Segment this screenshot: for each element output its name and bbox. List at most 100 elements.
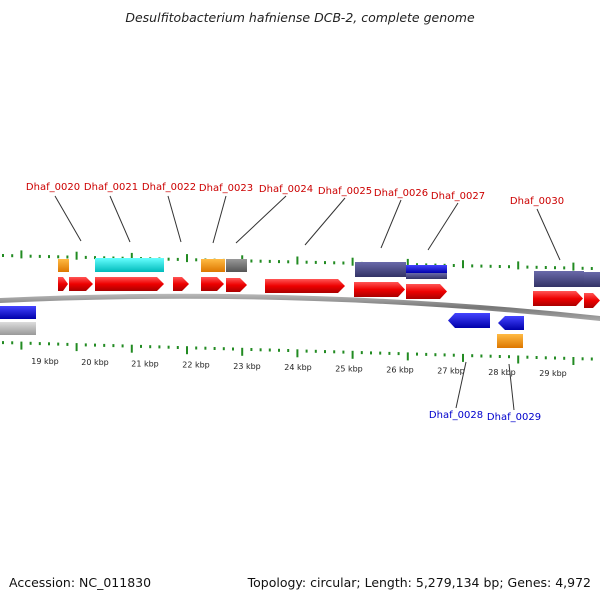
leader-line [212, 195, 227, 244]
scale-tick [84, 343, 87, 347]
cds-arrow-reverse [498, 316, 524, 330]
scale-tick [489, 354, 492, 358]
scale-tick [2, 254, 4, 257]
scale-tick [351, 350, 354, 359]
scale-tick [287, 260, 290, 264]
scale-tick [406, 258, 409, 267]
leader-line [380, 199, 402, 249]
scale-tick [140, 344, 142, 348]
scale-tick [250, 348, 253, 351]
cds-arrow [201, 277, 224, 291]
leader-line [427, 202, 459, 251]
scale-label: 27 kbp [437, 367, 465, 376]
scale-tick [416, 352, 418, 356]
gene-label: Dhaf_0020 [26, 182, 80, 193]
scale-tick [434, 353, 437, 357]
feature-block [95, 258, 164, 272]
leader-line [508, 363, 515, 411]
scale-tick [250, 259, 253, 263]
scale-tick [287, 349, 290, 352]
gene-label: Dhaf_0026 [374, 188, 428, 199]
scale-tick [268, 259, 271, 263]
map-title: Desulfitobacterium hafniense DCB-2, comp… [125, 10, 475, 25]
gene-features [0, 258, 600, 348]
scale-tick [480, 354, 483, 358]
cds-arrow-reverse [448, 313, 490, 328]
scale-tick [526, 265, 529, 269]
scale-tick [351, 257, 354, 266]
label-leader-lines [54, 195, 561, 411]
scale-tick [38, 342, 41, 346]
scale-label: 20 kbp [81, 358, 109, 367]
genome-summary-text: Topology: circular; Length: 5,279,134 bp… [247, 575, 591, 590]
scale-tick [305, 260, 308, 264]
feature-block [584, 272, 600, 287]
scale-tick [517, 355, 520, 364]
scale-tick [425, 352, 428, 356]
scale-tick [508, 265, 510, 269]
leader-line [304, 197, 346, 246]
cds-arrow [533, 291, 583, 306]
scale-tick [167, 257, 170, 261]
scale-tick [544, 266, 547, 269]
scale-tick [324, 350, 326, 354]
feature-block [58, 259, 69, 272]
feature-block [406, 273, 447, 279]
scale-tick [176, 346, 179, 349]
scale-tick [158, 345, 161, 349]
scale-tick [590, 357, 593, 361]
scale-tick [508, 355, 510, 359]
scale-label: 29 kbp [539, 369, 567, 378]
scale-label: 28 kbp [488, 368, 516, 377]
scale-tick [563, 266, 566, 270]
scale-tick [195, 258, 198, 262]
scale-tick [526, 355, 529, 359]
scale-tick [342, 261, 345, 265]
scale-tick [112, 344, 115, 348]
scale-tick [268, 348, 271, 352]
gene-label: Dhaf_0029 [487, 412, 541, 423]
scale-tick [333, 350, 336, 354]
cds-arrow [354, 282, 405, 297]
scale-tick [581, 266, 584, 270]
feature-block [355, 262, 406, 277]
scale-tick [11, 254, 14, 258]
scale-tick [259, 348, 262, 352]
scale-tick [462, 260, 464, 269]
scale-tick [305, 349, 308, 353]
scale-labels: 19 kbp 20 kbp 21 kbp 22 kbp 23 kbp 24 kbp 25 k… [31, 357, 567, 378]
scale-tick [314, 349, 317, 353]
feature-block [534, 271, 584, 287]
scale-tick [259, 259, 262, 263]
gene-label: Dhaf_0024 [259, 184, 313, 195]
scale-tick [452, 353, 455, 357]
scale-tick [75, 251, 78, 260]
leader-line [167, 195, 182, 243]
scale-tick [471, 354, 474, 358]
gene-label: Dhaf_0027 [431, 191, 485, 202]
gene-label: Dhaf_0028 [429, 410, 483, 421]
scale-tick [278, 260, 280, 264]
scale-tick [314, 260, 317, 264]
scale-label: 23 kbp [233, 362, 261, 371]
feature-block [226, 259, 247, 272]
scale-tick [75, 343, 78, 352]
scale-tick [103, 256, 106, 260]
scale-tick [29, 341, 32, 345]
scale-tick [535, 356, 538, 359]
scale-tick [425, 263, 428, 267]
cds-arrow [69, 277, 93, 291]
scale-tick [443, 353, 446, 357]
scale-tick [57, 255, 60, 259]
gene-label: Dhaf_0025 [318, 186, 372, 197]
cds-arrow [584, 293, 600, 308]
scale-label: 25 kbp [335, 364, 363, 373]
leader-line [54, 195, 82, 242]
scale-tick [94, 256, 96, 260]
feature-block [0, 322, 36, 335]
scale-tick [563, 356, 566, 360]
feature-block [406, 265, 447, 273]
scale-tick [38, 254, 41, 258]
scale-tick [149, 345, 152, 349]
